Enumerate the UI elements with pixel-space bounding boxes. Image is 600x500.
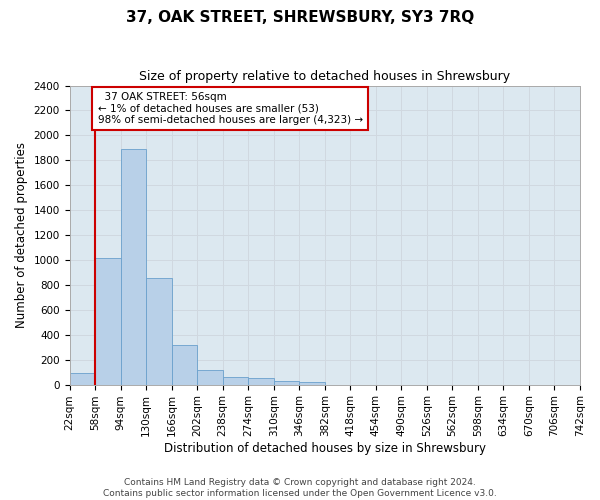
Bar xyxy=(172,346,197,385)
Bar xyxy=(274,380,299,384)
Text: 37 OAK STREET: 56sqm
← 1% of detached houses are smaller (53)
98% of semi-detach: 37 OAK STREET: 56sqm ← 1% of detached ho… xyxy=(98,92,363,125)
Bar xyxy=(223,378,248,384)
Bar xyxy=(248,378,274,384)
Bar xyxy=(121,149,146,384)
X-axis label: Distribution of detached houses by size in Shrewsbury: Distribution of detached houses by size … xyxy=(164,442,486,455)
Bar xyxy=(70,373,95,384)
Y-axis label: Number of detached properties: Number of detached properties xyxy=(15,142,28,328)
Text: 37, OAK STREET, SHREWSBURY, SY3 7RQ: 37, OAK STREET, SHREWSBURY, SY3 7RQ xyxy=(126,10,474,25)
Title: Size of property relative to detached houses in Shrewsbury: Size of property relative to detached ho… xyxy=(139,70,511,83)
Bar xyxy=(197,370,223,384)
Text: Contains HM Land Registry data © Crown copyright and database right 2024.
Contai: Contains HM Land Registry data © Crown c… xyxy=(103,478,497,498)
Bar xyxy=(146,278,172,384)
Bar xyxy=(95,258,121,384)
Bar xyxy=(299,382,325,384)
